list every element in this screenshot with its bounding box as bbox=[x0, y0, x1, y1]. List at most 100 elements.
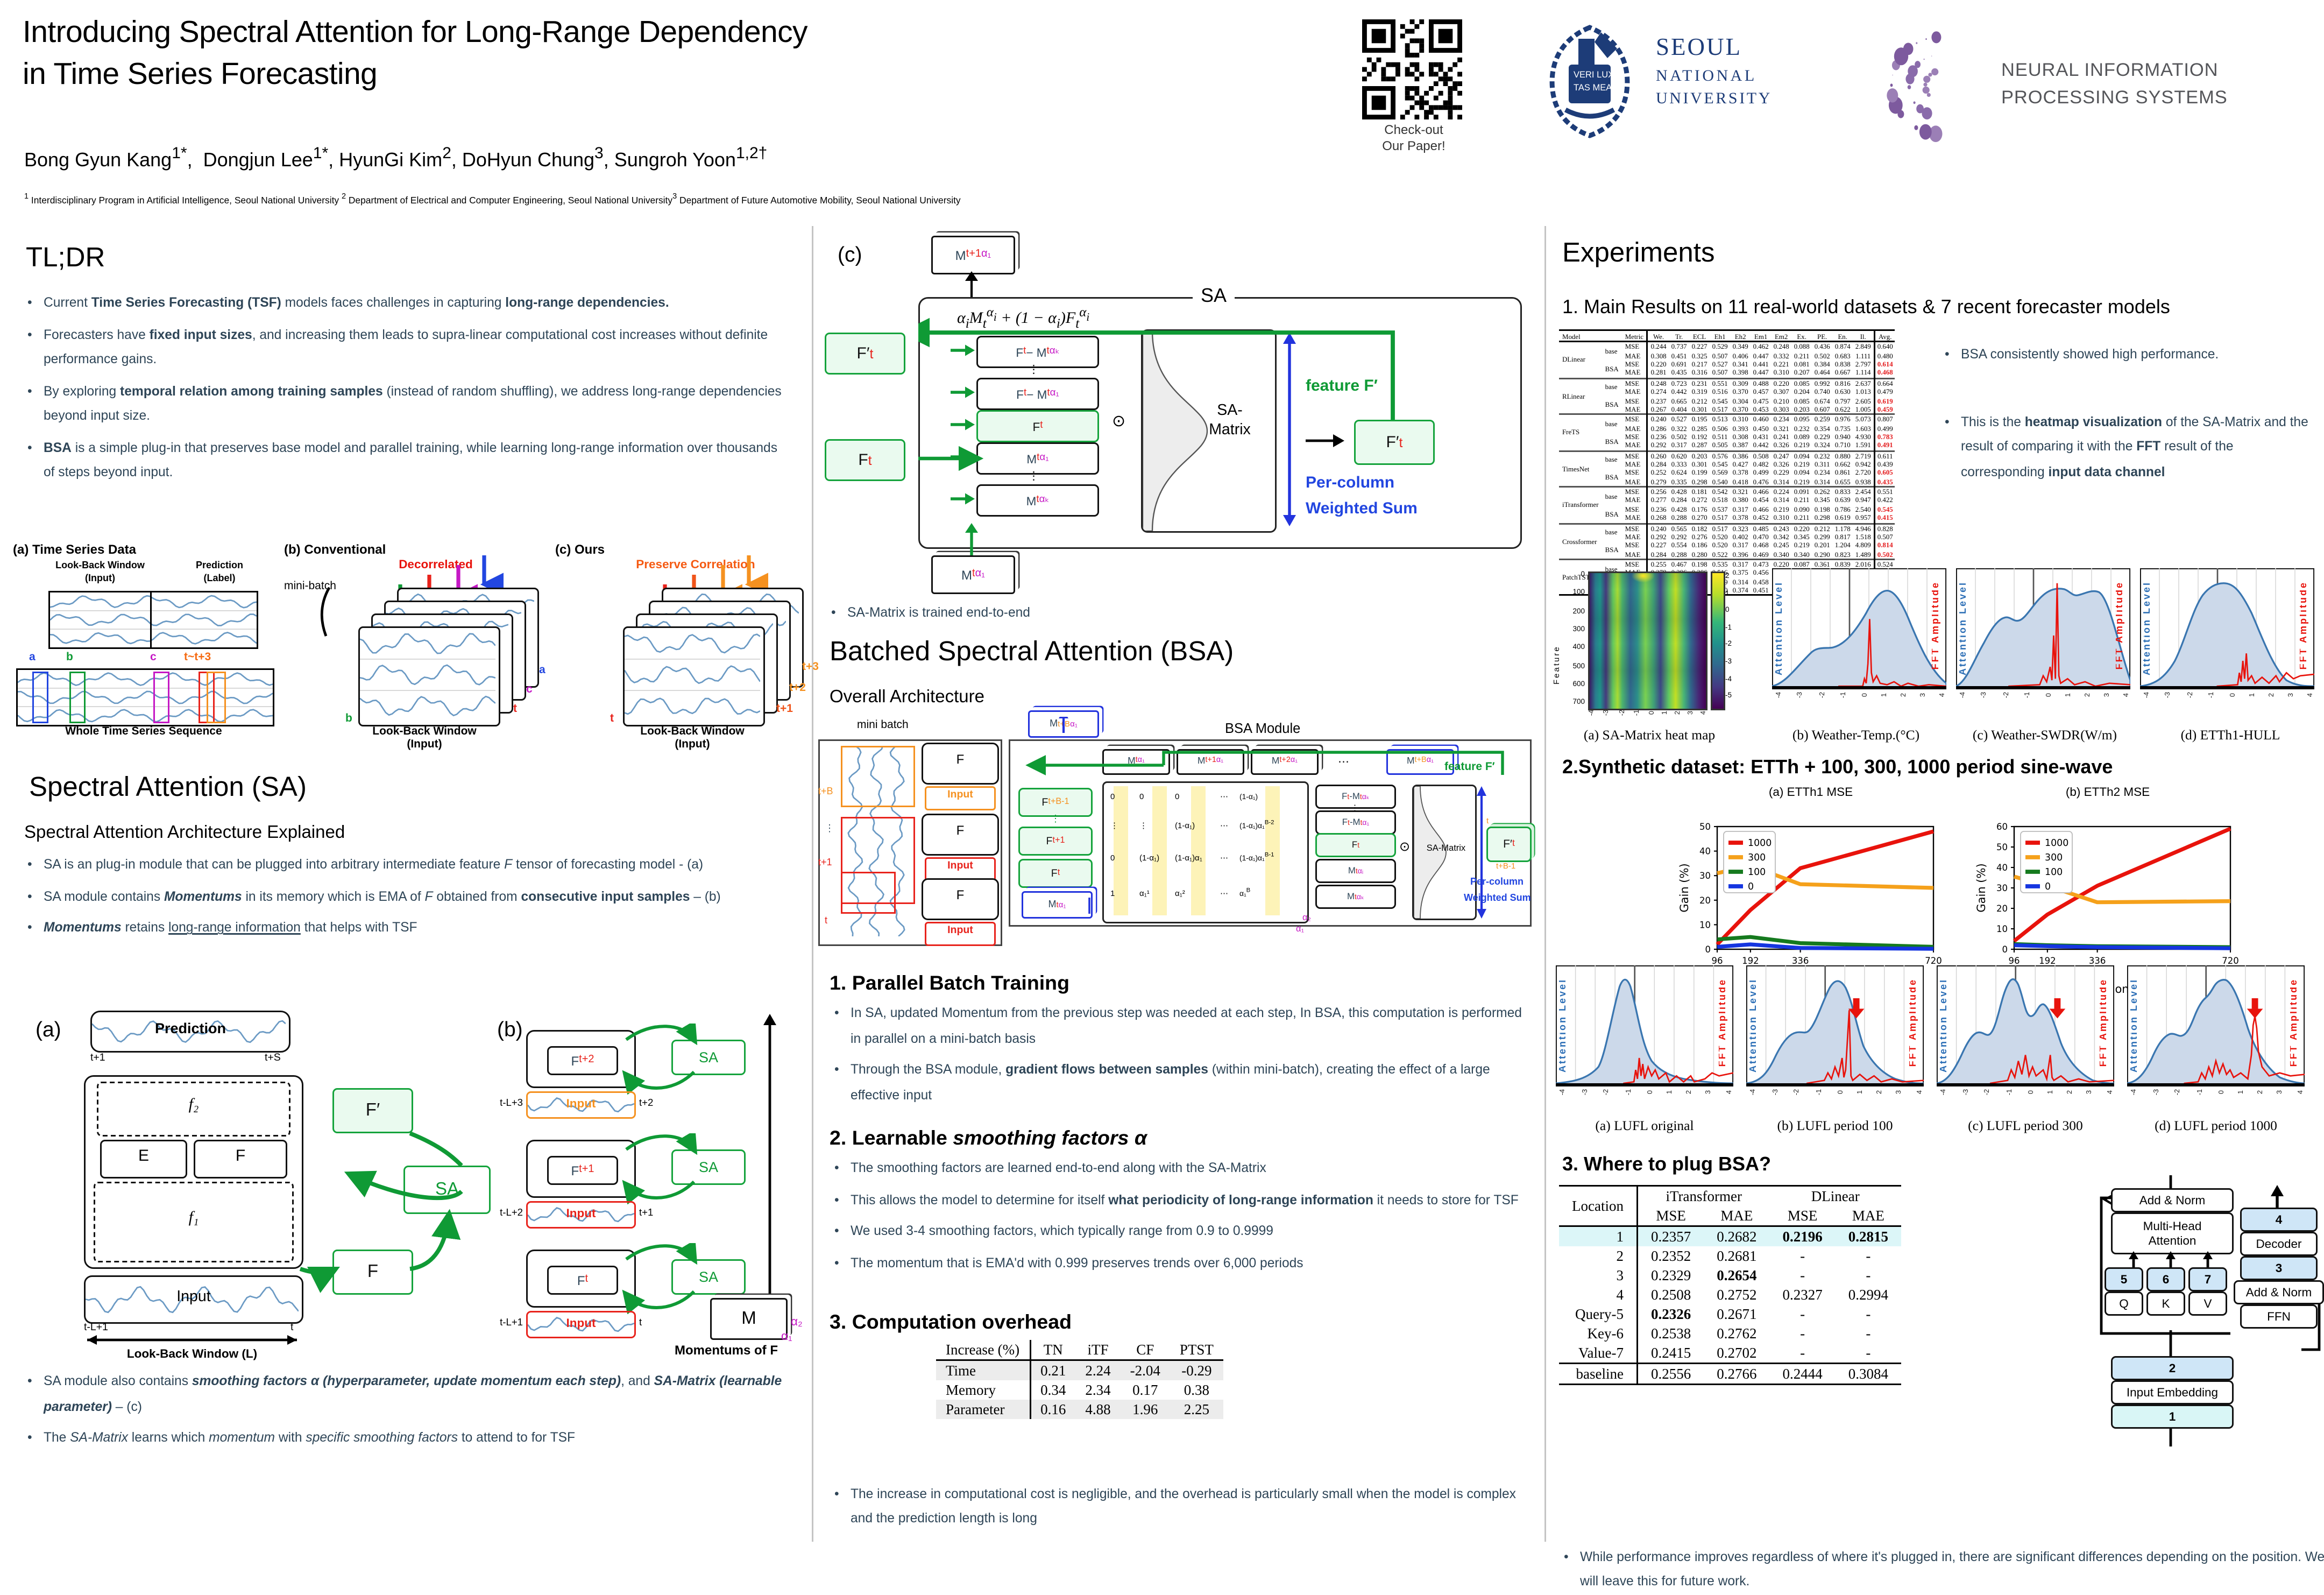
table-cell: 0.630 bbox=[1834, 387, 1851, 396]
table-cell: 0.807 bbox=[1873, 414, 1896, 424]
table-row: BSA MSE 0.220 0.691 0.217 0.527 0.341 0.441 0.22… bbox=[1559, 360, 1896, 372]
table-cell: 0.506 bbox=[1712, 424, 1728, 432]
svg-text:40: 40 bbox=[1699, 846, 1711, 857]
poster: Introducing Spectral Attention for Long-… bbox=[0, 0, 2324, 1550]
table-cell: 0.611 bbox=[1873, 450, 1896, 461]
fig1c-card-1 bbox=[623, 626, 765, 726]
table-row: MAE 0.284 0.288 0.280 0.522 0.396 0.469 0.340 0.… bbox=[1559, 549, 1896, 560]
column-header: Increase (%) bbox=[936, 1340, 1031, 1361]
table-cell: 0.516 bbox=[1712, 387, 1728, 396]
metric-label: MAE bbox=[1621, 549, 1649, 560]
table-cell: 0.502 bbox=[1873, 549, 1896, 560]
table-cell: 0.435 bbox=[1671, 369, 1687, 377]
fig1c-label-t: t bbox=[610, 714, 614, 725]
smoothing-bullet: The momentum that is EMA'd with 0.999 pr… bbox=[833, 1251, 1524, 1276]
svg-text:VERI LUX: VERI LUX bbox=[1574, 70, 1614, 80]
sa-b-input: Input bbox=[526, 1311, 636, 1338]
table-cell: 0.094 bbox=[1794, 451, 1810, 460]
table-cell: 0.468 bbox=[1873, 369, 1896, 378]
table-cell: - bbox=[1800, 1306, 1805, 1322]
row-label: 1 bbox=[1559, 1226, 1638, 1246]
plug-bullet: While performance improves regardless of… bbox=[1562, 1544, 2324, 1594]
matrix-entry: ⋯ bbox=[1220, 854, 1228, 864]
arch-6: 6 bbox=[2146, 1267, 2185, 1291]
table-cell: 0.2766 bbox=[1717, 1366, 1757, 1382]
F-green-label: F bbox=[367, 1262, 379, 1282]
Fprime-label: F′ bbox=[365, 1101, 380, 1120]
heatmap-ytick: 100 bbox=[1572, 588, 1585, 596]
table-cell: 0.219 bbox=[1773, 505, 1789, 513]
table-cell: 0.639 bbox=[1834, 496, 1851, 505]
table-cell: 0.2654 bbox=[1717, 1267, 1757, 1283]
chart-title: (a) ETTh1 MSE bbox=[1768, 785, 1853, 799]
table-cell: 0.2327 bbox=[1782, 1287, 1823, 1303]
svg-text:30: 30 bbox=[1699, 871, 1711, 881]
series-0 bbox=[1717, 942, 1934, 951]
model-name: FreTS bbox=[1562, 428, 1580, 436]
colorbar-tick: -2 bbox=[1725, 640, 1732, 648]
metric-label: MSE bbox=[1621, 396, 1649, 405]
table-cell: 0.527 bbox=[1712, 360, 1728, 369]
table-cell: 0.232 bbox=[1794, 424, 1810, 432]
table-cell: 0.947 bbox=[1855, 496, 1871, 505]
table-cell: 0.814 bbox=[1873, 541, 1896, 550]
table-cell: 1.005 bbox=[1855, 405, 1871, 413]
svg-text:0: 0 bbox=[1748, 881, 1754, 892]
bsa-alpha2: α₂ bbox=[1302, 914, 1311, 923]
table-row: 2 0.2352 0.2681 - - bbox=[1559, 1246, 1901, 1266]
svg-text:96: 96 bbox=[1712, 956, 1723, 966]
table-cell: - bbox=[1866, 1345, 1871, 1361]
table-row: Value-7 0.2415 0.2702 - - bbox=[1559, 1343, 1901, 1364]
table-cell: 2.540 bbox=[1855, 505, 1871, 513]
table-cell: 0.308 bbox=[1650, 351, 1667, 360]
table-cell: 0.545 bbox=[1712, 396, 1728, 405]
table-cell: 0.192 bbox=[1691, 432, 1707, 441]
time-vdots: ⋮ bbox=[825, 825, 834, 835]
table-cell: 0.664 bbox=[1873, 378, 1896, 388]
svg-text:TAS MEA: TAS MEA bbox=[1574, 83, 1612, 93]
variant-label: BSA bbox=[1605, 473, 1619, 482]
matrix-highlight bbox=[1191, 786, 1206, 915]
lufl-caption-1: (b) LUFL period 100 bbox=[1777, 1117, 1893, 1133]
svg-text:300: 300 bbox=[2045, 852, 2063, 863]
table-cell: 0.236 bbox=[1650, 505, 1667, 513]
table-cell: 2.720 bbox=[1855, 469, 1871, 477]
table-cell: 0.502 bbox=[1671, 432, 1687, 441]
table-cell: 0.303 bbox=[1773, 405, 1789, 413]
fig1c-cap1: Look-Back Window bbox=[640, 726, 745, 738]
table-cell: 0.285 bbox=[1691, 424, 1707, 432]
parallel-heading: 1. Parallel Batch Training bbox=[830, 972, 1070, 994]
table-cell: 0.735 bbox=[1834, 424, 1851, 432]
sa-matrix-box: SA- Matrix bbox=[1141, 329, 1277, 533]
table-cell: 0.280 bbox=[1691, 549, 1707, 558]
svg-text:100: 100 bbox=[2045, 867, 2063, 878]
table-cell: 0.428 bbox=[1671, 505, 1687, 513]
metric-label: MSE bbox=[1621, 523, 1649, 533]
table-cell: 0.198 bbox=[1691, 560, 1707, 568]
qr-caption-line2: Our Paper! bbox=[1382, 139, 1446, 154]
metric-label: MSE bbox=[1621, 541, 1649, 550]
table-cell: - bbox=[1866, 1248, 1871, 1264]
table-cell: 0.442 bbox=[1671, 387, 1687, 396]
table-cell: 0.374 bbox=[1732, 586, 1748, 595]
table-cell: 0.522 bbox=[1712, 549, 1728, 558]
table-cell: 0.195 bbox=[1691, 415, 1707, 424]
table-cell: 0.2326 bbox=[1651, 1306, 1691, 1322]
table-cell: 0.279 bbox=[1650, 477, 1667, 486]
table-cell: 0.475 bbox=[1753, 396, 1769, 405]
E-label: E bbox=[138, 1148, 149, 1166]
table-cell: 0.322 bbox=[1671, 424, 1687, 432]
table-cell: 0.259 bbox=[1814, 415, 1830, 424]
table-cell: 0.290 bbox=[1814, 549, 1830, 558]
fig1b-caption: Look-Back Window (Input) bbox=[336, 726, 513, 753]
arch-6-label: 6 bbox=[2162, 1272, 2170, 1287]
arch-add-norm: Add & Norm bbox=[2111, 1188, 2234, 1212]
table-cell: 0.240 bbox=[1650, 524, 1667, 532]
